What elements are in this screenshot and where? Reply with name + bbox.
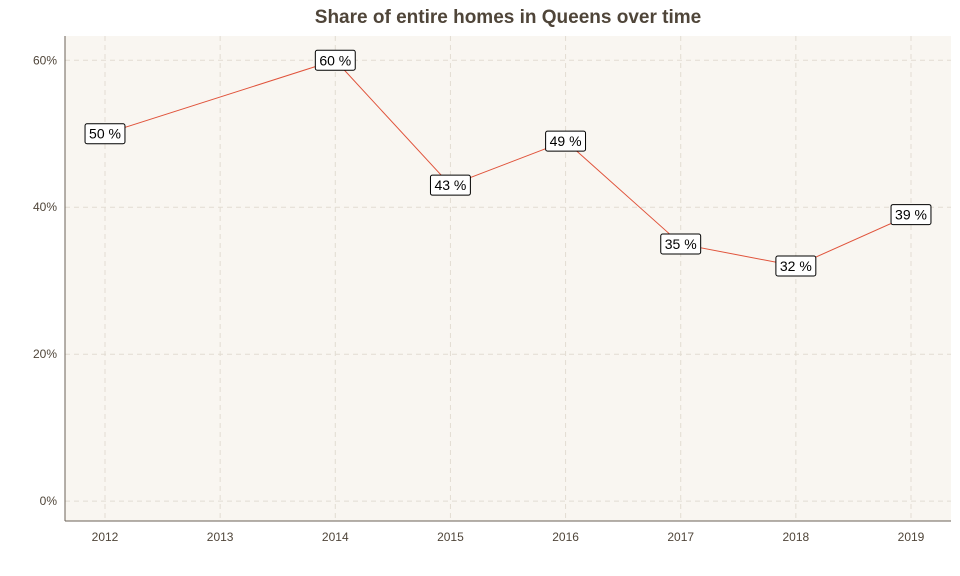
data-label-box (890, 204, 932, 226)
chart-title: Share of entire homes in Queens over tim… (315, 7, 701, 28)
data-label-text: 60 % (319, 52, 351, 68)
x-tick-label: 2012 (92, 530, 119, 544)
y-tick-label: 40% (33, 200, 57, 214)
x-tick-label: 2014 (322, 530, 349, 544)
data-label: 39 % (890, 204, 932, 226)
data-label-text: 43 % (434, 177, 466, 193)
data-label-text: 50 % (89, 126, 121, 142)
data-label: 43 % (429, 174, 471, 196)
data-label-text: 49 % (550, 133, 582, 149)
x-tick-label: 2013 (207, 530, 234, 544)
data-label-box (314, 49, 356, 71)
data-label-box (660, 233, 702, 255)
data-label-box (545, 130, 587, 152)
data-label: 50 % (84, 123, 126, 145)
data-label-box (429, 174, 471, 196)
y-tick-label: 20% (33, 347, 57, 361)
grid-lines (65, 36, 951, 521)
x-tick-label: 2018 (783, 530, 810, 544)
y-tick-label: 0% (40, 494, 58, 508)
data-label-box (84, 123, 126, 145)
data-label: 49 % (545, 130, 587, 152)
data-label: 60 % (314, 49, 356, 71)
x-tick-label: 2015 (437, 530, 464, 544)
plot-panel (65, 36, 951, 521)
y-tick-label: 60% (33, 53, 57, 67)
data-label-box (775, 255, 817, 277)
data-label-text: 35 % (665, 236, 697, 252)
data-label-text: 32 % (780, 258, 812, 274)
x-tick-label: 2017 (667, 530, 694, 544)
data-label: 32 % (775, 255, 817, 277)
x-tick-label: 2019 (898, 530, 925, 544)
axes: 0% 20% 40% 60% 2012 2013 2014 2015 2016 2017 2018 2… (33, 36, 951, 544)
data-labels: 50 % 60 % 43 % 49 % 35 % 32 % 39 % (84, 49, 932, 277)
x-tick-label: 2016 (552, 530, 579, 544)
data-label: 35 % (660, 233, 702, 255)
data-label-text: 39 % (895, 207, 927, 223)
